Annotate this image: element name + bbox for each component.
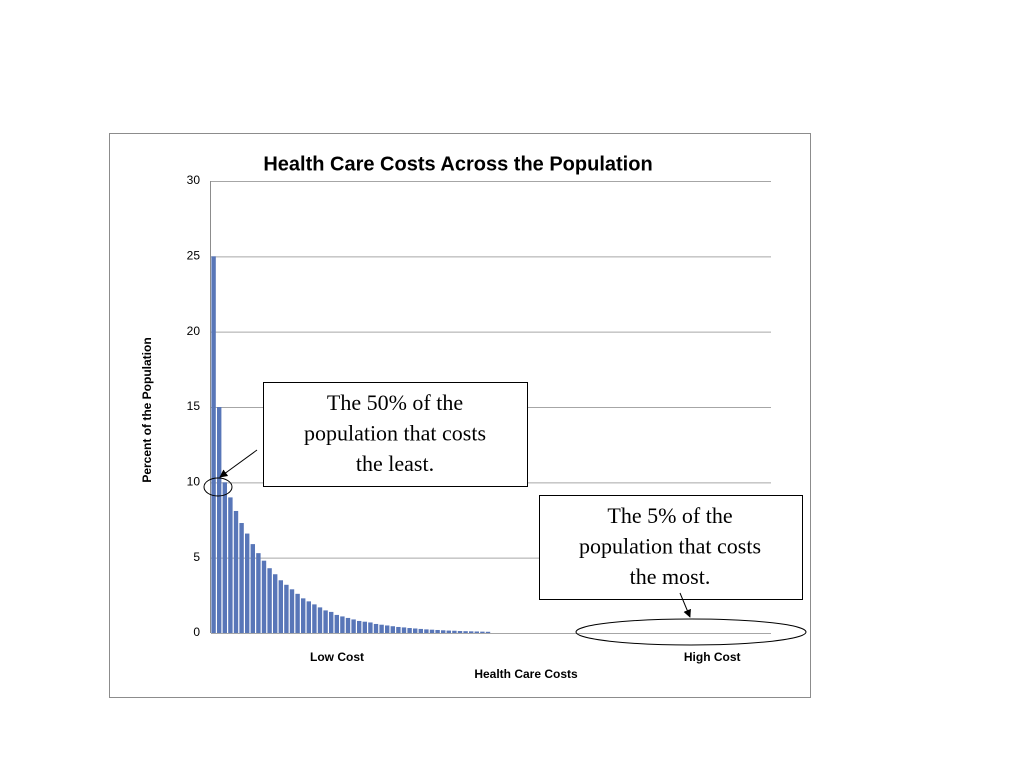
bar <box>390 626 395 633</box>
annotation-arrow <box>219 449 258 478</box>
bar <box>396 626 401 633</box>
y-tick-label: 25 <box>187 249 201 263</box>
bar <box>228 497 233 633</box>
annotation-text: the most. <box>630 564 711 589</box>
bar <box>295 593 300 633</box>
bar <box>217 407 222 633</box>
bar <box>446 630 451 633</box>
annotation-text: The 50% of the <box>327 390 463 415</box>
x-axis-label: Health Care Costs <box>474 667 578 681</box>
annotation-text: The 5% of the <box>607 503 732 528</box>
y-tick-label: 20 <box>187 324 201 338</box>
bar <box>222 482 227 633</box>
plot-area: 0 5 10 15 20 25 30 Low Cost High Cost <box>187 173 771 664</box>
bar <box>301 598 306 633</box>
annotation-box <box>263 382 528 487</box>
bar <box>334 614 339 633</box>
annotation-arrow <box>679 592 691 618</box>
y-tick-label: 0 <box>193 625 200 639</box>
y-tick-label: 10 <box>187 475 201 489</box>
bar <box>474 631 479 633</box>
bar <box>289 589 295 633</box>
bar <box>329 611 334 633</box>
y-tick-label: 15 <box>187 399 201 413</box>
bar <box>317 607 323 633</box>
bar <box>273 574 278 633</box>
highlight-ellipse <box>575 618 807 646</box>
bar <box>256 553 261 633</box>
bar <box>340 616 345 633</box>
bar <box>323 610 328 633</box>
bar <box>441 630 446 633</box>
bar <box>401 627 407 633</box>
bar <box>373 623 379 633</box>
bar <box>413 628 418 633</box>
bar <box>418 628 423 633</box>
bar <box>250 544 255 633</box>
bar <box>469 631 474 633</box>
bar <box>312 604 317 633</box>
bar <box>379 624 384 633</box>
bar <box>351 619 356 633</box>
annotation-text: population that costs <box>579 534 761 559</box>
annotations: The 50% of the population that costs the l… <box>203 382 807 646</box>
bar <box>267 568 272 633</box>
bar <box>435 629 440 633</box>
y-tick-label: 5 <box>193 550 200 564</box>
annotation-text: the least. <box>356 451 434 476</box>
bar <box>239 523 244 633</box>
bar <box>362 621 367 633</box>
bar <box>457 631 463 633</box>
bar <box>284 584 289 633</box>
y-tick-label: 30 <box>187 173 201 187</box>
bar <box>211 256 216 633</box>
highlight-ellipse <box>203 477 233 497</box>
y-axis-label: Percent of the Population <box>140 337 154 482</box>
bar <box>385 625 390 633</box>
bar <box>233 510 239 633</box>
chart-title: Health Care Costs Across the Population <box>263 153 652 175</box>
x-tick-label: Low Cost <box>310 650 364 664</box>
x-tick-label: High Cost <box>684 650 741 664</box>
bar <box>306 601 311 633</box>
bar <box>429 629 435 633</box>
bar <box>345 617 351 633</box>
bar <box>424 629 429 633</box>
annotation-box <box>539 495 803 600</box>
bar <box>452 630 457 633</box>
bar <box>480 631 485 633</box>
bar <box>368 622 373 633</box>
bar <box>278 580 283 633</box>
annotation-text: population that costs <box>304 421 486 446</box>
bar <box>485 631 491 633</box>
bar <box>261 560 267 633</box>
bar <box>245 533 250 633</box>
bar <box>357 620 362 633</box>
bar <box>463 631 468 633</box>
bar <box>407 628 412 633</box>
